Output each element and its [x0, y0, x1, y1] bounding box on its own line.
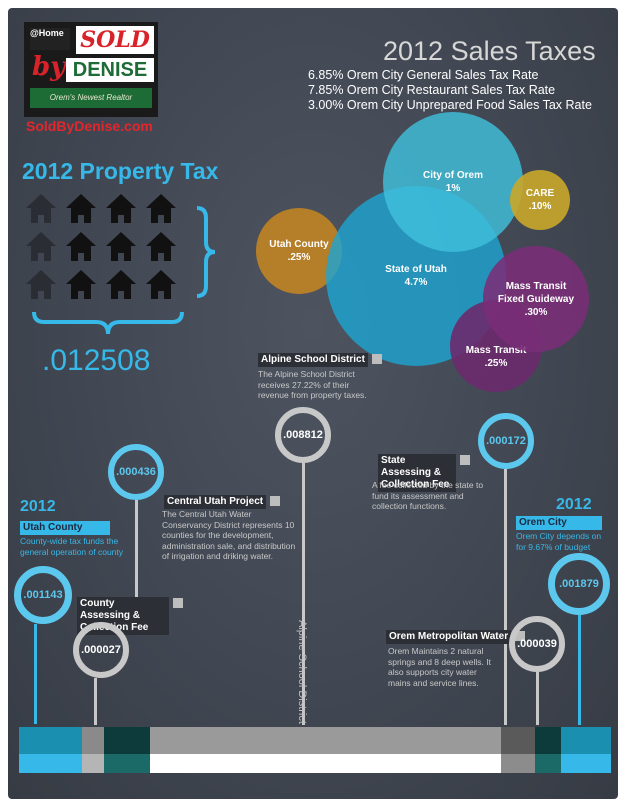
orem-city-rate-ring: .001879: [548, 553, 610, 615]
state-assessing-rate-ring: .000172: [478, 413, 534, 469]
house-icon: [26, 270, 56, 300]
bottom-brace-icon: [32, 311, 184, 335]
utah-county-rate: .001143: [23, 589, 63, 601]
orem-city-line: [578, 615, 581, 725]
bubble-state-value: 4.7%: [404, 277, 428, 288]
house-icon: [26, 232, 56, 262]
bubble-mass-transit-value: .25%: [484, 358, 508, 369]
central-utah-label: Central Utah Project: [164, 495, 281, 509]
bubble-orem-name: City of Orem: [422, 170, 483, 181]
infographic-board: @Home SOLD by DENISE Orem's Newest Realt…: [8, 8, 618, 799]
house-grid: [26, 194, 186, 314]
house-icon: [66, 232, 96, 262]
bubble-care: CARE .10%: [510, 170, 570, 230]
alpine-label: Alpine School District: [258, 353, 382, 367]
alpine-rate: .008812: [283, 429, 323, 441]
logo-sold: SOLD: [76, 26, 154, 54]
rate-general: 6.85% Orem City General Sales Tax Rate: [308, 68, 539, 82]
logo-at-home: @Home: [30, 28, 70, 50]
state-assessing-desc: A fee collected by the state to fund its…: [372, 480, 484, 511]
orem-city-desc: Orem City depends on for 9.67% of budget: [516, 531, 602, 552]
county-assessing-line: [94, 678, 97, 725]
proportion-bar: [19, 727, 611, 773]
house-icon: [66, 270, 96, 300]
bar-utah-county: [19, 727, 82, 773]
rate-food: 3.00% Orem City Unprepared Food Sales Ta…: [308, 98, 592, 112]
bubble-utah-county-value: .25%: [287, 252, 311, 263]
house-icon: [26, 194, 56, 224]
house-icon: [146, 194, 176, 224]
orem-city-rate: .001879: [559, 578, 599, 590]
bar-central-utah: [104, 727, 150, 773]
right-brace-icon: [196, 206, 216, 298]
orem-city-label: Orem City: [516, 516, 602, 530]
house-icon: [146, 270, 176, 300]
alpine-vertical-label: Alpine School District: [296, 620, 308, 724]
utah-county-desc: County-wide tax funds the general operat…: [20, 536, 124, 557]
bubble-orem-value: 1%: [445, 183, 461, 194]
logo: @Home SOLD by DENISE Orem's Newest Realt…: [24, 22, 158, 117]
bubble-fixed-guideway: Mass Transit Fixed Guideway .30%: [483, 246, 589, 352]
orem-metro-line: [536, 672, 539, 725]
utah-county-rate-ring: .001143: [14, 566, 72, 624]
bar-alpine: [150, 727, 501, 773]
bubble-city-of-orem: City of Orem 1%: [383, 112, 523, 252]
house-icon: [106, 232, 136, 262]
county-assessing-rate: .000027: [81, 644, 121, 656]
bubble-state-name: State of Utah: [385, 264, 447, 275]
county-assessing-rate-ring: .000027: [73, 622, 129, 678]
logo-by: by: [32, 52, 66, 82]
house-icon: [106, 270, 136, 300]
bubble-utah-county-name: Utah County: [269, 239, 329, 250]
house-icon: [66, 194, 96, 224]
sales-taxes-title: 2012 Sales Taxes: [383, 36, 596, 66]
property-tax-title: 2012 Property Tax: [22, 158, 219, 184]
orem-metro-desc: Orem Maintains 2 natural springs and 8 d…: [388, 646, 492, 688]
utah-county-line: [34, 624, 37, 724]
central-utah-rate-ring: .000436: [108, 444, 164, 500]
bubble-guideway-value: .30%: [524, 306, 548, 318]
bubble-care-value: .10%: [528, 201, 552, 212]
bubble-mass-transit-name: Mass Transit: [465, 345, 527, 356]
central-utah-rate: .000436: [116, 466, 156, 478]
bar-orem-metro: [535, 727, 561, 773]
alpine-rate-ring: .008812: [275, 407, 331, 463]
website-link[interactable]: SoldByDenise.com: [26, 118, 153, 134]
orem-metro-rate-ring: .000039: [509, 616, 565, 672]
orem-metro-label: Orem Metropolitan Water: [386, 630, 526, 644]
central-utah-desc: The Central Utah Water Conservancy Distr…: [162, 509, 296, 561]
bubble-care-name: CARE: [525, 188, 555, 199]
bar-state-assessing: [501, 727, 535, 773]
bar-orem-city: [561, 727, 611, 773]
bubble-guideway-name: Mass Transit Fixed Guideway: [497, 280, 575, 305]
rate-restaurant: 7.85% Orem City Restaurant Sales Tax Rat…: [308, 83, 556, 97]
state-assessing-label: State Assessing & Collection Fee: [378, 454, 470, 492]
state-assessing-rate: .000172: [486, 435, 526, 447]
alpine-desc: The Alpine School District receives 27.2…: [258, 369, 367, 400]
central-utah-line: [135, 500, 138, 600]
utah-county-year: 2012: [20, 498, 56, 515]
house-icon: [146, 232, 176, 262]
utah-county-label: Utah County: [20, 521, 110, 535]
property-tax-total: .012508: [42, 344, 151, 377]
orem-metro-rate: .000039: [517, 638, 557, 650]
state-assessing-line: [504, 469, 507, 725]
logo-denise: DENISE: [66, 58, 154, 82]
alpine-line: [302, 463, 305, 725]
logo-tagline: Orem's Newest Realtor: [30, 88, 152, 108]
bubble-utah-county: Utah County .25%: [256, 208, 342, 294]
house-icon: [106, 194, 136, 224]
orem-city-year: 2012: [556, 496, 592, 513]
bar-county-assessing: [82, 727, 104, 773]
